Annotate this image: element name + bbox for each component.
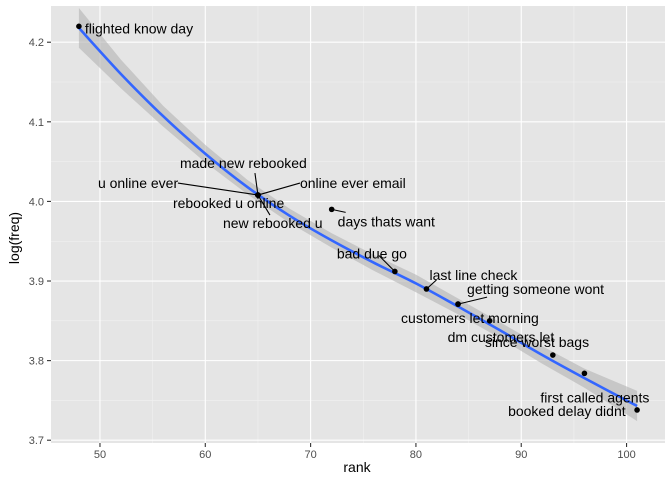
data-point (486, 318, 493, 324)
point-label: bad due go (337, 245, 407, 261)
data-points (76, 23, 640, 413)
leader-line (254, 172, 259, 196)
smooth-line (77, 27, 638, 408)
x-axis-title: rank (343, 459, 371, 475)
x-tick-label: 50 (94, 449, 106, 461)
data-point (581, 370, 588, 377)
point-label: made new rebooked (180, 155, 307, 171)
data-point (392, 268, 398, 275)
data-point (634, 407, 640, 413)
leader-line (257, 182, 301, 196)
point-label: flighted know day (85, 20, 193, 36)
x-tick-label: 70 (304, 449, 316, 461)
y-axis-title: log(freq) (6, 212, 22, 264)
x-tick-label: 100 (617, 449, 635, 461)
ribbon-area (78, 8, 638, 422)
y-tick-label: 4.1 (29, 117, 44, 129)
y-tick-label: 3.9 (29, 276, 44, 288)
data-point (550, 352, 556, 358)
point-label: dm customers let (448, 329, 555, 345)
y-tick-label: 3.7 (29, 435, 44, 447)
y-tick-label: 4.2 (29, 37, 44, 49)
data-point (328, 206, 335, 213)
x-tick-label: 60 (199, 449, 211, 461)
data-point (455, 301, 461, 307)
leader-line (457, 296, 488, 305)
point-label: since worst bags (485, 334, 589, 350)
leader-line (257, 194, 271, 216)
point-label: customers let morning (401, 310, 539, 326)
x-tick-label: 80 (410, 449, 422, 461)
smooth-curve (77, 27, 638, 408)
point-label: last line check (429, 267, 518, 283)
point-label: getting someone wont (467, 281, 604, 297)
data-point (76, 23, 82, 30)
point-label: rebooked u online (173, 195, 285, 211)
axis-ticks: 50 60 70 80 90 100 3.7 3.8 3.9 4.0 4.1 4.2 (29, 37, 636, 461)
grid (51, 6, 665, 443)
point-label: new rebooked u (223, 215, 323, 231)
point-label: booked delay didnt (508, 403, 626, 419)
y-tick-label: 4.0 (29, 196, 44, 208)
leader-line (177, 182, 259, 196)
point-label: first called agents (540, 389, 649, 405)
leader-line (378, 255, 396, 272)
point-label: online ever email (300, 175, 406, 191)
data-point (423, 286, 430, 292)
data-point (255, 192, 261, 198)
point-label: u online ever (98, 175, 179, 191)
confidence-ribbon (78, 8, 638, 422)
y-tick-label: 3.8 (29, 356, 44, 368)
point-label: days thats want (338, 213, 435, 229)
x-tick-label: 90 (515, 449, 527, 461)
